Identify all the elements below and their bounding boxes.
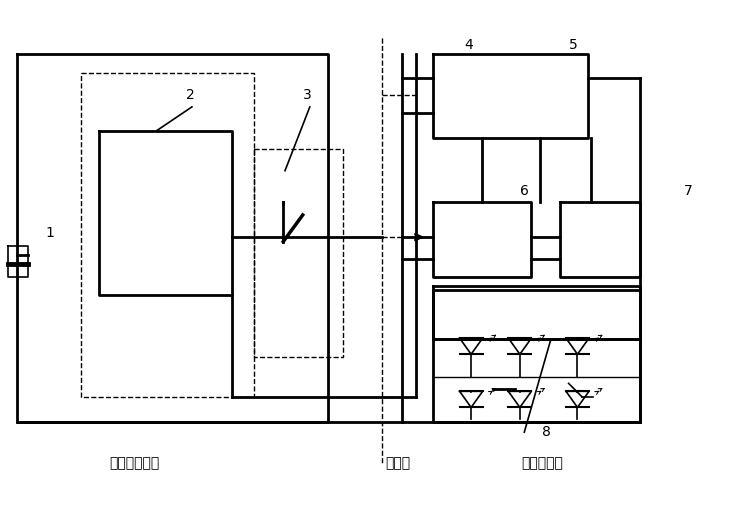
Text: 4: 4 <box>464 38 473 52</box>
Text: 6: 6 <box>520 184 528 198</box>
Text: 3: 3 <box>303 88 311 102</box>
Text: 2: 2 <box>186 88 195 102</box>
Text: 1: 1 <box>46 226 55 240</box>
Text: 5: 5 <box>569 38 577 52</box>
Text: 灯电路部分: 灯电路部分 <box>521 456 563 470</box>
Text: 传输线: 传输线 <box>385 456 410 470</box>
Text: 开关控制部分: 开关控制部分 <box>109 456 159 470</box>
Text: 8: 8 <box>542 425 551 439</box>
Text: 7: 7 <box>684 184 693 198</box>
